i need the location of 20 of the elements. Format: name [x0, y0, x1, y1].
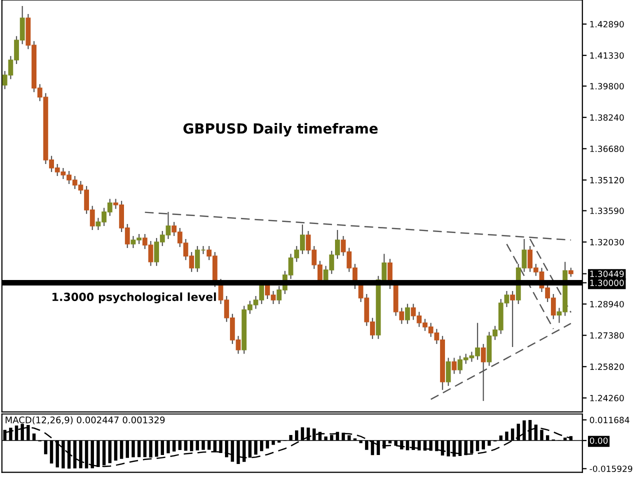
y-tick-label: 0.00 — [590, 437, 608, 444]
ref-line-label: 1.3000 psychological level — [52, 292, 216, 304]
chart-title: MACD(12,26,9) 0.002447 0.001329 — [6, 416, 165, 424]
y-tick-label: 1.30000 — [590, 280, 624, 286]
y-tick-label: 1.27380 — [590, 332, 624, 339]
y-tick-label: 1.42890 — [590, 21, 624, 28]
y-tick-label: 1.36680 — [590, 146, 624, 152]
y-tick-label: 1.38240 — [590, 114, 624, 121]
y-tick-label: 1.41330 — [590, 52, 624, 59]
y-tick-label: 1.24260 — [590, 394, 624, 402]
y-tick-label: 1.39800 — [590, 83, 624, 90]
y-tick-label: 0.011684 — [590, 416, 630, 424]
y-tick-label: 1.30449 — [590, 270, 624, 278]
y-tick-label: -0.015929 — [590, 466, 632, 472]
y-tick-label: 1.35120 — [590, 176, 624, 184]
text: GBPUSD Daily timeframe — [183, 123, 378, 137]
y-tick-label: 1.25820 — [590, 364, 624, 370]
y-tick-label: 1.28940 — [590, 300, 624, 308]
y-tick-label: 1.33590 — [590, 208, 624, 214]
y-tick-label: 1.32030 — [590, 238, 624, 246]
